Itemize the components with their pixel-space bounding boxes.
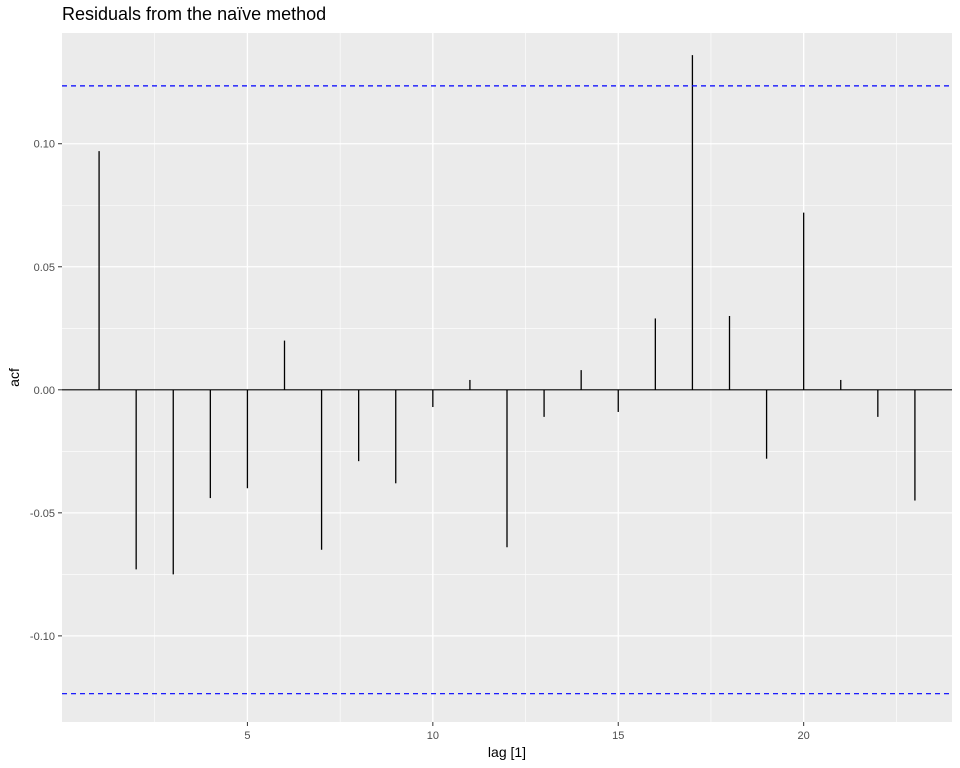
- y-axis: -0.10 -0.05 0.00 0.05 0.10: [30, 139, 62, 643]
- x-tick-label: 15: [612, 730, 624, 742]
- plot-panel: [62, 33, 952, 722]
- x-tick-label: 10: [427, 730, 439, 742]
- y-tick-label: 0.10: [34, 139, 55, 151]
- chart-title: Residuals from the naïve method: [62, 4, 327, 24]
- confidence-bounds: [62, 85, 952, 695]
- y-tick-label: -0.05: [30, 508, 55, 520]
- x-axis-title: lag [1]: [488, 744, 526, 760]
- x-tick-label: 20: [798, 730, 810, 742]
- x-tick-label: 5: [244, 730, 250, 742]
- acf-bars: [98, 55, 916, 575]
- x-axis: 5 10 15 20: [244, 722, 810, 742]
- y-axis-title: acf: [6, 368, 22, 387]
- y-tick-label: -0.10: [30, 631, 55, 643]
- y-tick-label: 0.00: [34, 385, 55, 397]
- y-tick-label: 0.05: [34, 262, 55, 274]
